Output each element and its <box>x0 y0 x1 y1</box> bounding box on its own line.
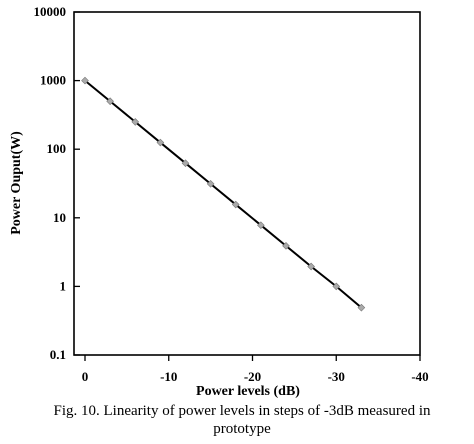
y-axis-title: Power Ouput(W) <box>9 131 24 235</box>
data-point <box>106 97 114 106</box>
y-tick-label: 100 <box>47 141 67 156</box>
chart: 0.1 1 10 100 1000 10000 0 -10 -20 -30 -40 Power l… <box>9 4 429 399</box>
y-tick-label: 10000 <box>34 4 67 19</box>
y-tick-label: 1 <box>60 278 67 293</box>
data-point <box>81 76 89 85</box>
data-point <box>156 138 165 147</box>
x-tick-label: -10 <box>160 369 177 384</box>
data-point <box>357 303 366 312</box>
data-point <box>282 242 290 250</box>
x-tick-label: 0 <box>82 369 89 384</box>
x-tick-label: -40 <box>411 369 428 384</box>
data-point <box>332 282 341 291</box>
y-axis-ticks: 0.1 1 10 100 1000 10000 <box>34 4 80 362</box>
data-point <box>206 180 215 188</box>
caption-line-1: Fig. 10. Linearity of power levels in st… <box>53 403 431 419</box>
data-point <box>231 200 240 209</box>
caption-line-2: prototype <box>213 421 271 437</box>
data-point <box>257 221 265 230</box>
data-point <box>307 262 315 271</box>
plot-area-frame <box>73 11 421 356</box>
data-point <box>131 118 140 126</box>
figure-caption: Fig. 10. Linearity of power levels in st… <box>20 402 464 438</box>
x-tick-label: -30 <box>328 369 345 384</box>
data-point <box>181 159 190 168</box>
x-axis-title: Power levels (dB) <box>196 384 300 399</box>
x-tick-label: -20 <box>244 369 261 384</box>
series-layer <box>81 76 366 312</box>
y-tick-label: 1000 <box>40 73 66 88</box>
x-axis-ticks: 0 -10 -20 -30 -40 <box>82 355 429 384</box>
y-tick-label: 0.1 <box>50 347 66 362</box>
y-tick-label: 10 <box>53 210 66 225</box>
series-line <box>84 79 363 309</box>
